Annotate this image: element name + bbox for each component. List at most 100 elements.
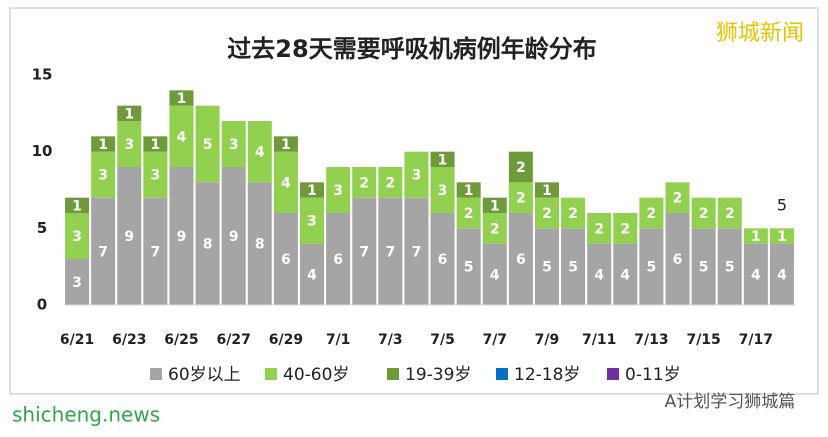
data-label: 5 [203,137,213,153]
legend-swatch [496,368,508,380]
chart-title: 过去28天需要呼吸机病例年龄分布 [227,35,596,63]
data-label: 7 [385,244,395,260]
bar-segment [404,197,429,305]
data-label: 2 [673,191,683,207]
data-label: 1 [464,183,474,199]
data-label: 9 [229,229,239,245]
bar-segment [143,136,168,152]
bar-segment [378,167,403,198]
bar-segment [482,243,507,305]
legend-swatch [150,368,162,380]
bar-segment [587,243,612,305]
x-tick-label: 7/9 [535,332,560,348]
legend-label: 12-18岁 [514,365,580,385]
bar-segment [169,90,194,106]
bar-segment [247,182,272,305]
data-label: 2 [725,206,735,222]
data-label: 2 [490,221,500,237]
data-label: 4 [490,267,500,283]
data-label: 1 [438,152,448,168]
x-tick-label: 7/1 [326,332,351,348]
bar-segment [430,213,455,305]
data-label: 4 [177,129,187,145]
x-tick-label: 7/15 [686,332,720,348]
bar-segment [221,167,246,305]
x-tick-label: 6/27 [217,332,251,348]
data-label: 1 [72,198,82,214]
data-label: 2 [385,175,395,191]
data-label: 2 [647,206,657,222]
data-label: 5 [568,260,578,276]
bar-segment [143,197,168,305]
bar-segment [769,228,794,244]
bar-segment [639,197,664,229]
data-label: 2 [699,206,709,222]
data-label: 5 [542,260,552,276]
data-label: 2 [594,221,604,237]
bar-segment [91,136,116,152]
bar-segment [352,167,377,198]
data-label: 4 [594,267,604,283]
x-tick-label: 7/5 [430,332,455,348]
bar-segment [378,197,403,305]
bar-segment [691,228,716,305]
data-label: 3 [124,137,134,153]
bar-segment [508,182,533,213]
x-tick-label: 7/17 [739,332,773,348]
bar-segment [743,228,768,244]
data-label: 1 [751,229,761,245]
y-tick-label: 0 [37,296,47,314]
bar-segment [117,167,142,305]
x-tick-label: 6/25 [164,332,198,348]
data-label: 2 [516,191,526,207]
data-label: 1 [777,229,787,245]
legend-label: 60岁以上 [168,365,241,385]
bar-segment [326,213,351,305]
data-label: 3 [438,183,448,199]
data-label: 5 [699,260,709,276]
bar-segment [143,151,168,198]
bar-segment [65,259,90,305]
bar-segment [65,197,90,213]
data-label: 7 [359,244,369,260]
bar-segment [273,151,298,213]
bar-segment [273,213,298,305]
bar-segment [247,121,272,183]
bar-segment [352,197,377,305]
data-label: 9 [177,229,187,245]
data-label: 1 [281,137,291,153]
bar-segment [300,197,325,244]
bar-segment [430,167,455,213]
legend-label: 0-11岁 [625,365,681,385]
watermark: A计划学习狮城篇 [665,392,796,412]
data-label: 7 [151,244,161,260]
bar-segment [561,228,586,305]
data-label: 1 [98,137,108,153]
bar-segment [456,228,481,305]
x-tick-label: 7/11 [582,332,616,348]
bar-segment [534,197,559,229]
bar-segment [404,151,429,198]
legend-swatch [265,368,277,380]
data-label: 2 [568,206,578,222]
data-label: 4 [777,267,787,283]
data-label: 4 [620,267,630,283]
bar-segment [743,243,768,305]
bar-segment [534,182,559,198]
bar-segment [587,213,612,244]
data-label: 1 [124,106,134,122]
data-label: 1 [490,198,500,214]
data-label: 3 [307,214,317,230]
data-label: 3 [98,168,108,184]
bar-segment [456,197,481,229]
data-label: 4 [281,175,291,191]
data-label: 2 [516,160,526,176]
bar-segment [613,243,638,305]
data-label: 7 [98,244,108,260]
bar-segment [300,182,325,198]
bar-segment [91,151,116,198]
bar-segment [195,182,220,305]
x-tick-label: 6/23 [112,332,146,348]
data-label: 2 [542,206,552,222]
bar-segment [117,105,142,121]
